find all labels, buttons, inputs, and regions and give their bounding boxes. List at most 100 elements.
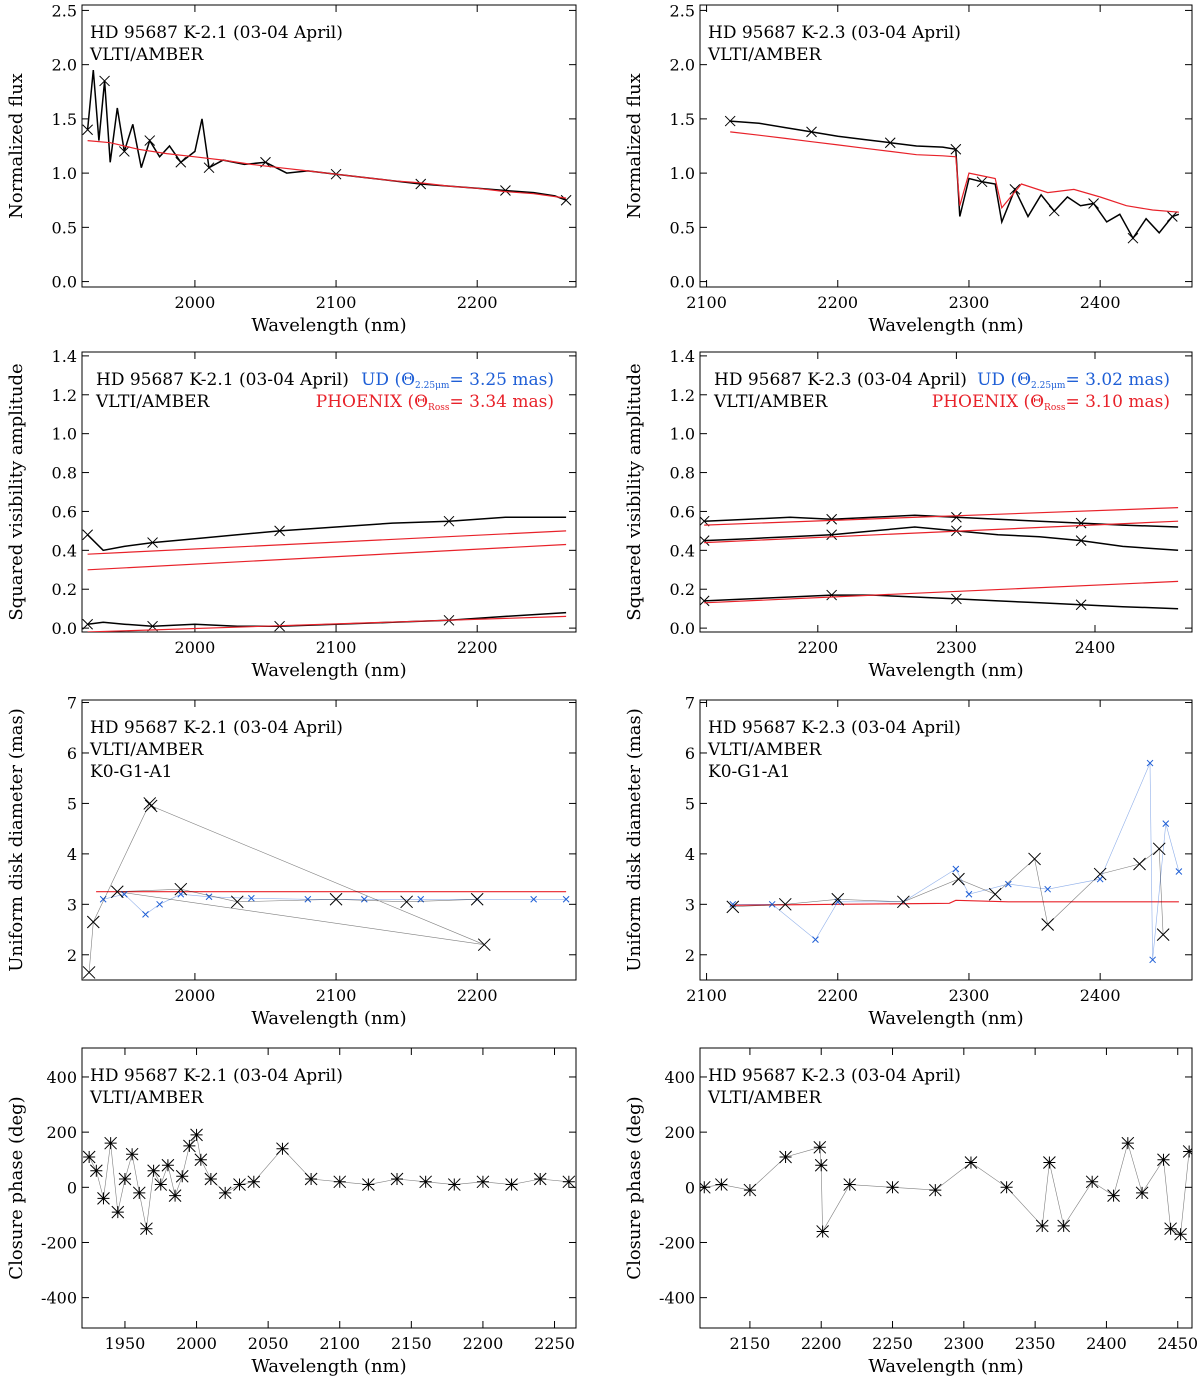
annotation-line: HD 95687 K-2.1 (03-04 April) <box>90 1066 343 1086</box>
y-tick-label: 0.0 <box>670 619 695 638</box>
series-trace-observed <box>88 802 485 973</box>
y-axis-label: Squared visibility amplitude <box>6 363 27 620</box>
plot-frame <box>81 4 577 288</box>
data-point-observed <box>470 892 484 906</box>
data-marker <box>274 525 285 537</box>
y-tick-label: 1.0 <box>670 425 695 444</box>
y-tick-label: 6 <box>685 744 695 763</box>
data-marker <box>1127 232 1139 244</box>
x-tick-label: 2250 <box>534 1334 575 1353</box>
legend-entry-phoenix: PHOENIX (ΘRoss= 3.34 mas) <box>316 392 554 413</box>
data-marker <box>147 537 158 548</box>
y-tick-label: 200 <box>664 1123 695 1142</box>
data-marker <box>1088 198 1099 209</box>
y-tick-label: 0.5 <box>52 218 77 237</box>
plot-area <box>82 1128 576 1236</box>
panel-2: 2100 2200 2300 2400 0.0 0.5 1.0 1.5 2.0 2.5 Wavele… <box>624 1 1193 336</box>
y-tick-label: 4 <box>685 845 695 864</box>
data-marker <box>1075 599 1087 611</box>
y-axis-label: Uniform disk diameter (mas) <box>624 708 645 972</box>
y-tick-label: 0.6 <box>670 502 695 521</box>
y-tick-label: 1.0 <box>52 164 77 183</box>
x-tick-label: 2300 <box>949 986 990 1005</box>
y-tick-label: 1.4 <box>670 347 695 366</box>
series-line-observed <box>87 516 567 552</box>
y-tick-label: -200 <box>659 1233 695 1252</box>
annotation-line: VLTI/AMBER <box>707 1088 823 1108</box>
data-marker <box>1166 211 1178 222</box>
y-tick-label: 3 <box>685 895 695 914</box>
y-tick-label: 0.0 <box>52 619 77 638</box>
data-point-observed <box>82 966 96 979</box>
data-marker <box>144 135 156 146</box>
y-tick-label: 0.0 <box>670 273 695 292</box>
plot-area <box>700 1136 1192 1241</box>
y-tick-label: 1.5 <box>52 110 77 129</box>
panel-6: 2100 2200 2300 2400 2 3 4 5 6 7 Wavelength (nm) Uni… <box>624 694 1193 1029</box>
data-marker <box>700 595 710 607</box>
data-point-observed <box>700 1180 711 1194</box>
y-tick-label: 0.0 <box>52 273 77 292</box>
x-axis-label: Wavelength (nm) <box>251 1008 406 1029</box>
data-marker <box>118 146 130 157</box>
x-tick-label: 2400 <box>1080 986 1121 1005</box>
series-trace-observed <box>88 1134 569 1229</box>
annotation-line: VLTI/AMBER <box>89 45 205 65</box>
legend-text: PHOENIX (Θ <box>932 392 1044 412</box>
y-tick-label: 200 <box>46 1123 77 1142</box>
y-tick-label: 7 <box>67 694 77 713</box>
y-tick-label: 7 <box>685 694 695 713</box>
x-tick-label: 2100 <box>316 986 357 1005</box>
plot-frame <box>81 699 577 981</box>
y-tick-label: 400 <box>664 1068 695 1087</box>
y-tick-label: 2.0 <box>52 56 77 75</box>
y-tick-label: 1.5 <box>670 110 695 129</box>
data-marker <box>443 515 455 527</box>
y-tick-label: 0.4 <box>670 541 695 560</box>
x-tick-label: 2200 <box>797 638 838 657</box>
annotation-line: VLTI/AMBER <box>707 740 823 760</box>
y-axis-label: Closure phase (deg) <box>6 1096 27 1279</box>
series-trace-ud <box>732 762 1180 960</box>
y-tick-label: 3 <box>67 895 77 914</box>
y-tick-label: 1.0 <box>670 164 695 183</box>
x-axis-label: Wavelength (nm) <box>868 1356 1023 1377</box>
series-trace-observed <box>704 1142 1190 1235</box>
annotation-line: HD 95687 K-2.3 (03-04 April) <box>708 1066 961 1086</box>
x-tick-label: 2200 <box>463 1334 504 1353</box>
y-tick-label: 2.5 <box>670 1 695 20</box>
data-point-ud <box>562 895 570 903</box>
y-axis-label: Normalized flux <box>6 73 27 219</box>
x-tick-label: 2400 <box>1086 1334 1127 1353</box>
x-axis-label: Wavelength (nm) <box>868 315 1023 336</box>
y-axis-label: Uniform disk diameter (mas) <box>6 708 27 972</box>
y-tick-label: 1.4 <box>52 347 77 366</box>
x-tick-label: 2200 <box>457 293 498 312</box>
y-axis-label: Normalized flux <box>624 73 645 219</box>
x-tick-label: 2350 <box>1015 1334 1056 1353</box>
y-tick-label: 1.2 <box>52 386 77 405</box>
x-tick-label: 2250 <box>872 1334 913 1353</box>
data-marker <box>99 75 110 87</box>
data-marker <box>203 162 215 174</box>
data-point-observed <box>82 1150 96 1164</box>
x-axis-label: Wavelength (nm) <box>868 1008 1023 1029</box>
legend-subscript: 2.25μm <box>415 381 450 391</box>
data-marker <box>82 529 93 541</box>
panel-1: 2000 2100 2200 0.0 0.5 1.0 1.5 2.0 2.5 Wavelength… <box>6 1 577 336</box>
legend-text: = 3.34 mas) <box>449 392 554 412</box>
annotation-line: HD 95687 K-2.3 (03-04 April) <box>708 718 961 738</box>
annotation-line: K0-G1-A1 <box>90 762 173 782</box>
annotation-line: HD 95687 K-2.3 (03-04 April) <box>708 23 961 43</box>
x-tick-label: 2000 <box>175 986 216 1005</box>
y-tick-label: 5 <box>685 794 695 813</box>
data-marker <box>806 126 817 138</box>
y-tick-label: -400 <box>659 1289 695 1308</box>
data-marker <box>1075 535 1087 546</box>
data-marker <box>1048 205 1060 217</box>
annotation-line: HD 95687 K-2.1 (03-04 April) <box>90 23 343 43</box>
y-tick-label: 0.8 <box>670 464 695 483</box>
y-axis-label: Closure phase (deg) <box>624 1096 645 1279</box>
plot-area <box>82 797 570 979</box>
data-marker <box>950 143 962 155</box>
